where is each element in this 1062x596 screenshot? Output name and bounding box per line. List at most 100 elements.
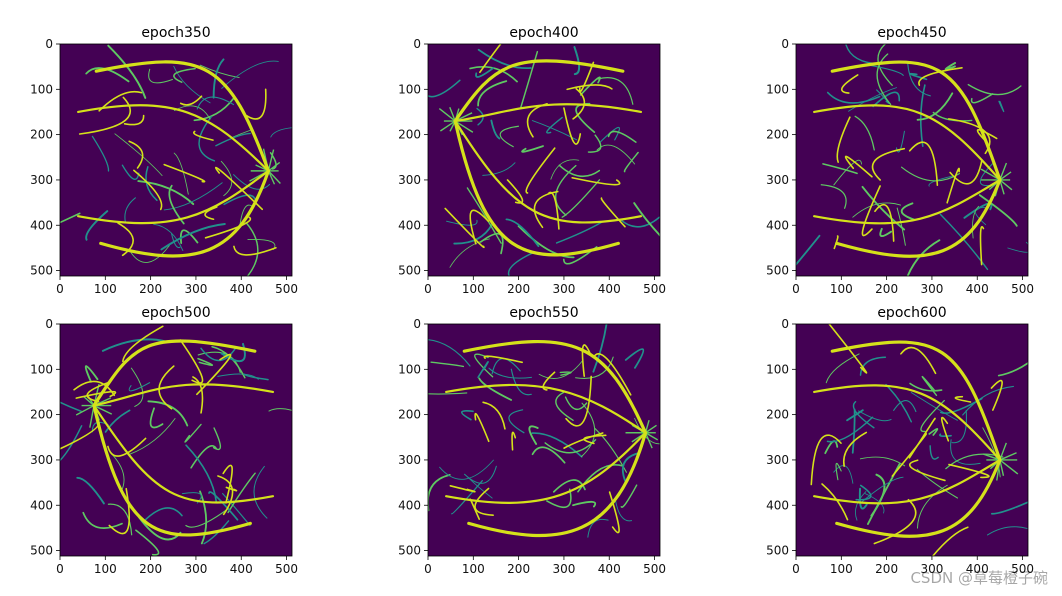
vessel-branch (620, 484, 638, 508)
disc-vessel (631, 424, 646, 434)
vessel-branch (864, 493, 885, 514)
vessel-map (810, 324, 1028, 556)
x-tick-label: 0 (792, 562, 800, 576)
x-tick-label: 400 (598, 562, 621, 576)
vessel-branch (916, 468, 959, 499)
vessel-branch (619, 216, 660, 228)
vessel-branch (221, 60, 279, 89)
disc-vessel (999, 442, 1007, 461)
vessel-branch (796, 234, 821, 266)
vessel-branch (78, 96, 131, 135)
y-tick-label: 0 (413, 37, 421, 51)
vessel-branch (86, 381, 110, 403)
disc-vessel (268, 161, 281, 172)
vessel-branch (565, 375, 592, 427)
vessel-branch (578, 61, 595, 93)
vessel-main (92, 339, 257, 408)
vessel-branch (147, 400, 189, 427)
vessel-branch (463, 465, 497, 484)
vessel-main (835, 178, 1002, 258)
vessel-branch (170, 232, 181, 249)
x-tick-label: 200 (507, 562, 530, 576)
vessel-branch (563, 107, 582, 145)
vessel-branch (85, 67, 130, 83)
disc-vessel (644, 432, 653, 449)
vessel-branch (810, 434, 842, 486)
vessel-branch (908, 417, 936, 459)
disc-vessel (645, 424, 657, 434)
vessel-branch (840, 74, 859, 94)
vessel-branch (76, 476, 105, 505)
disc-vessel (994, 179, 1001, 197)
y-tick-label: 200 (766, 128, 789, 142)
image-background (60, 324, 292, 556)
vessel-branch (871, 147, 906, 181)
vessel-branch (199, 490, 208, 545)
vessel-branch (546, 488, 572, 509)
vessel-branch (144, 507, 183, 522)
y-tick-label: 400 (398, 498, 421, 512)
vessel-branch (877, 44, 893, 86)
vessel-branch (579, 76, 601, 96)
vessel-branch (858, 487, 868, 510)
vessel-branch (974, 207, 988, 226)
vessel-branch (128, 382, 151, 392)
vessel-main (453, 59, 625, 123)
x-tick-label: 100 (94, 562, 117, 576)
vessel-branch (978, 194, 1018, 227)
vessel-map (428, 44, 660, 276)
vessel-branch (117, 222, 134, 257)
disc-vessel (999, 162, 1008, 181)
x-tick-label: 400 (230, 282, 253, 296)
vessel-branch (531, 432, 583, 458)
vessel-branch (563, 432, 604, 449)
disc-vessel (631, 432, 646, 443)
disc-vessel (93, 405, 101, 421)
vessel-branch (488, 367, 532, 379)
vessel-branch (163, 163, 206, 183)
vessel-branch (245, 221, 259, 276)
vessel-branch (217, 475, 234, 516)
y-tick-label: 100 (30, 82, 53, 96)
disc-vessel (993, 161, 1001, 181)
vessel-branch (214, 166, 264, 211)
x-tick-label: 400 (598, 282, 621, 296)
vessel-branch (531, 446, 566, 464)
vessel-branch (521, 145, 544, 153)
vessel-branch (506, 179, 524, 204)
y-tick-label: 400 (766, 498, 789, 512)
x-tick-label: 100 (94, 282, 117, 296)
vessel-main (813, 458, 1002, 505)
vessel-branch (460, 410, 474, 421)
vessel-branch (203, 520, 230, 545)
disc-vessel (999, 179, 1013, 191)
vessel-main (92, 403, 252, 537)
disc-vessel (255, 164, 269, 172)
vessel-branch (855, 491, 867, 521)
disc-vessel (262, 148, 270, 172)
vessel-branch (163, 182, 223, 211)
y-tick-label: 200 (398, 128, 421, 142)
disc-vessel (996, 459, 1001, 481)
vessel-branch (979, 162, 996, 187)
y-tick-label: 200 (30, 408, 53, 422)
vessel-branch (963, 202, 993, 219)
vessel-branch (138, 516, 182, 541)
vessel-branch (107, 437, 147, 457)
vessel-branch (479, 232, 504, 255)
disc-vessel (454, 120, 474, 133)
disc-vessel (637, 417, 647, 434)
vessel-branch (566, 84, 613, 91)
vessel-branch (129, 245, 170, 263)
vessel-branch (517, 225, 575, 259)
vessel-branch (505, 218, 540, 248)
disc-vessel (93, 404, 113, 415)
vessel-branch (970, 93, 994, 104)
vessel-branch (587, 134, 602, 153)
vessel-branch (198, 116, 216, 162)
vessel-branch (467, 476, 493, 499)
vessel-branch (859, 356, 887, 376)
vessel-branch (908, 141, 939, 186)
vessel-branch (197, 351, 241, 374)
vessel-branch (121, 164, 140, 180)
